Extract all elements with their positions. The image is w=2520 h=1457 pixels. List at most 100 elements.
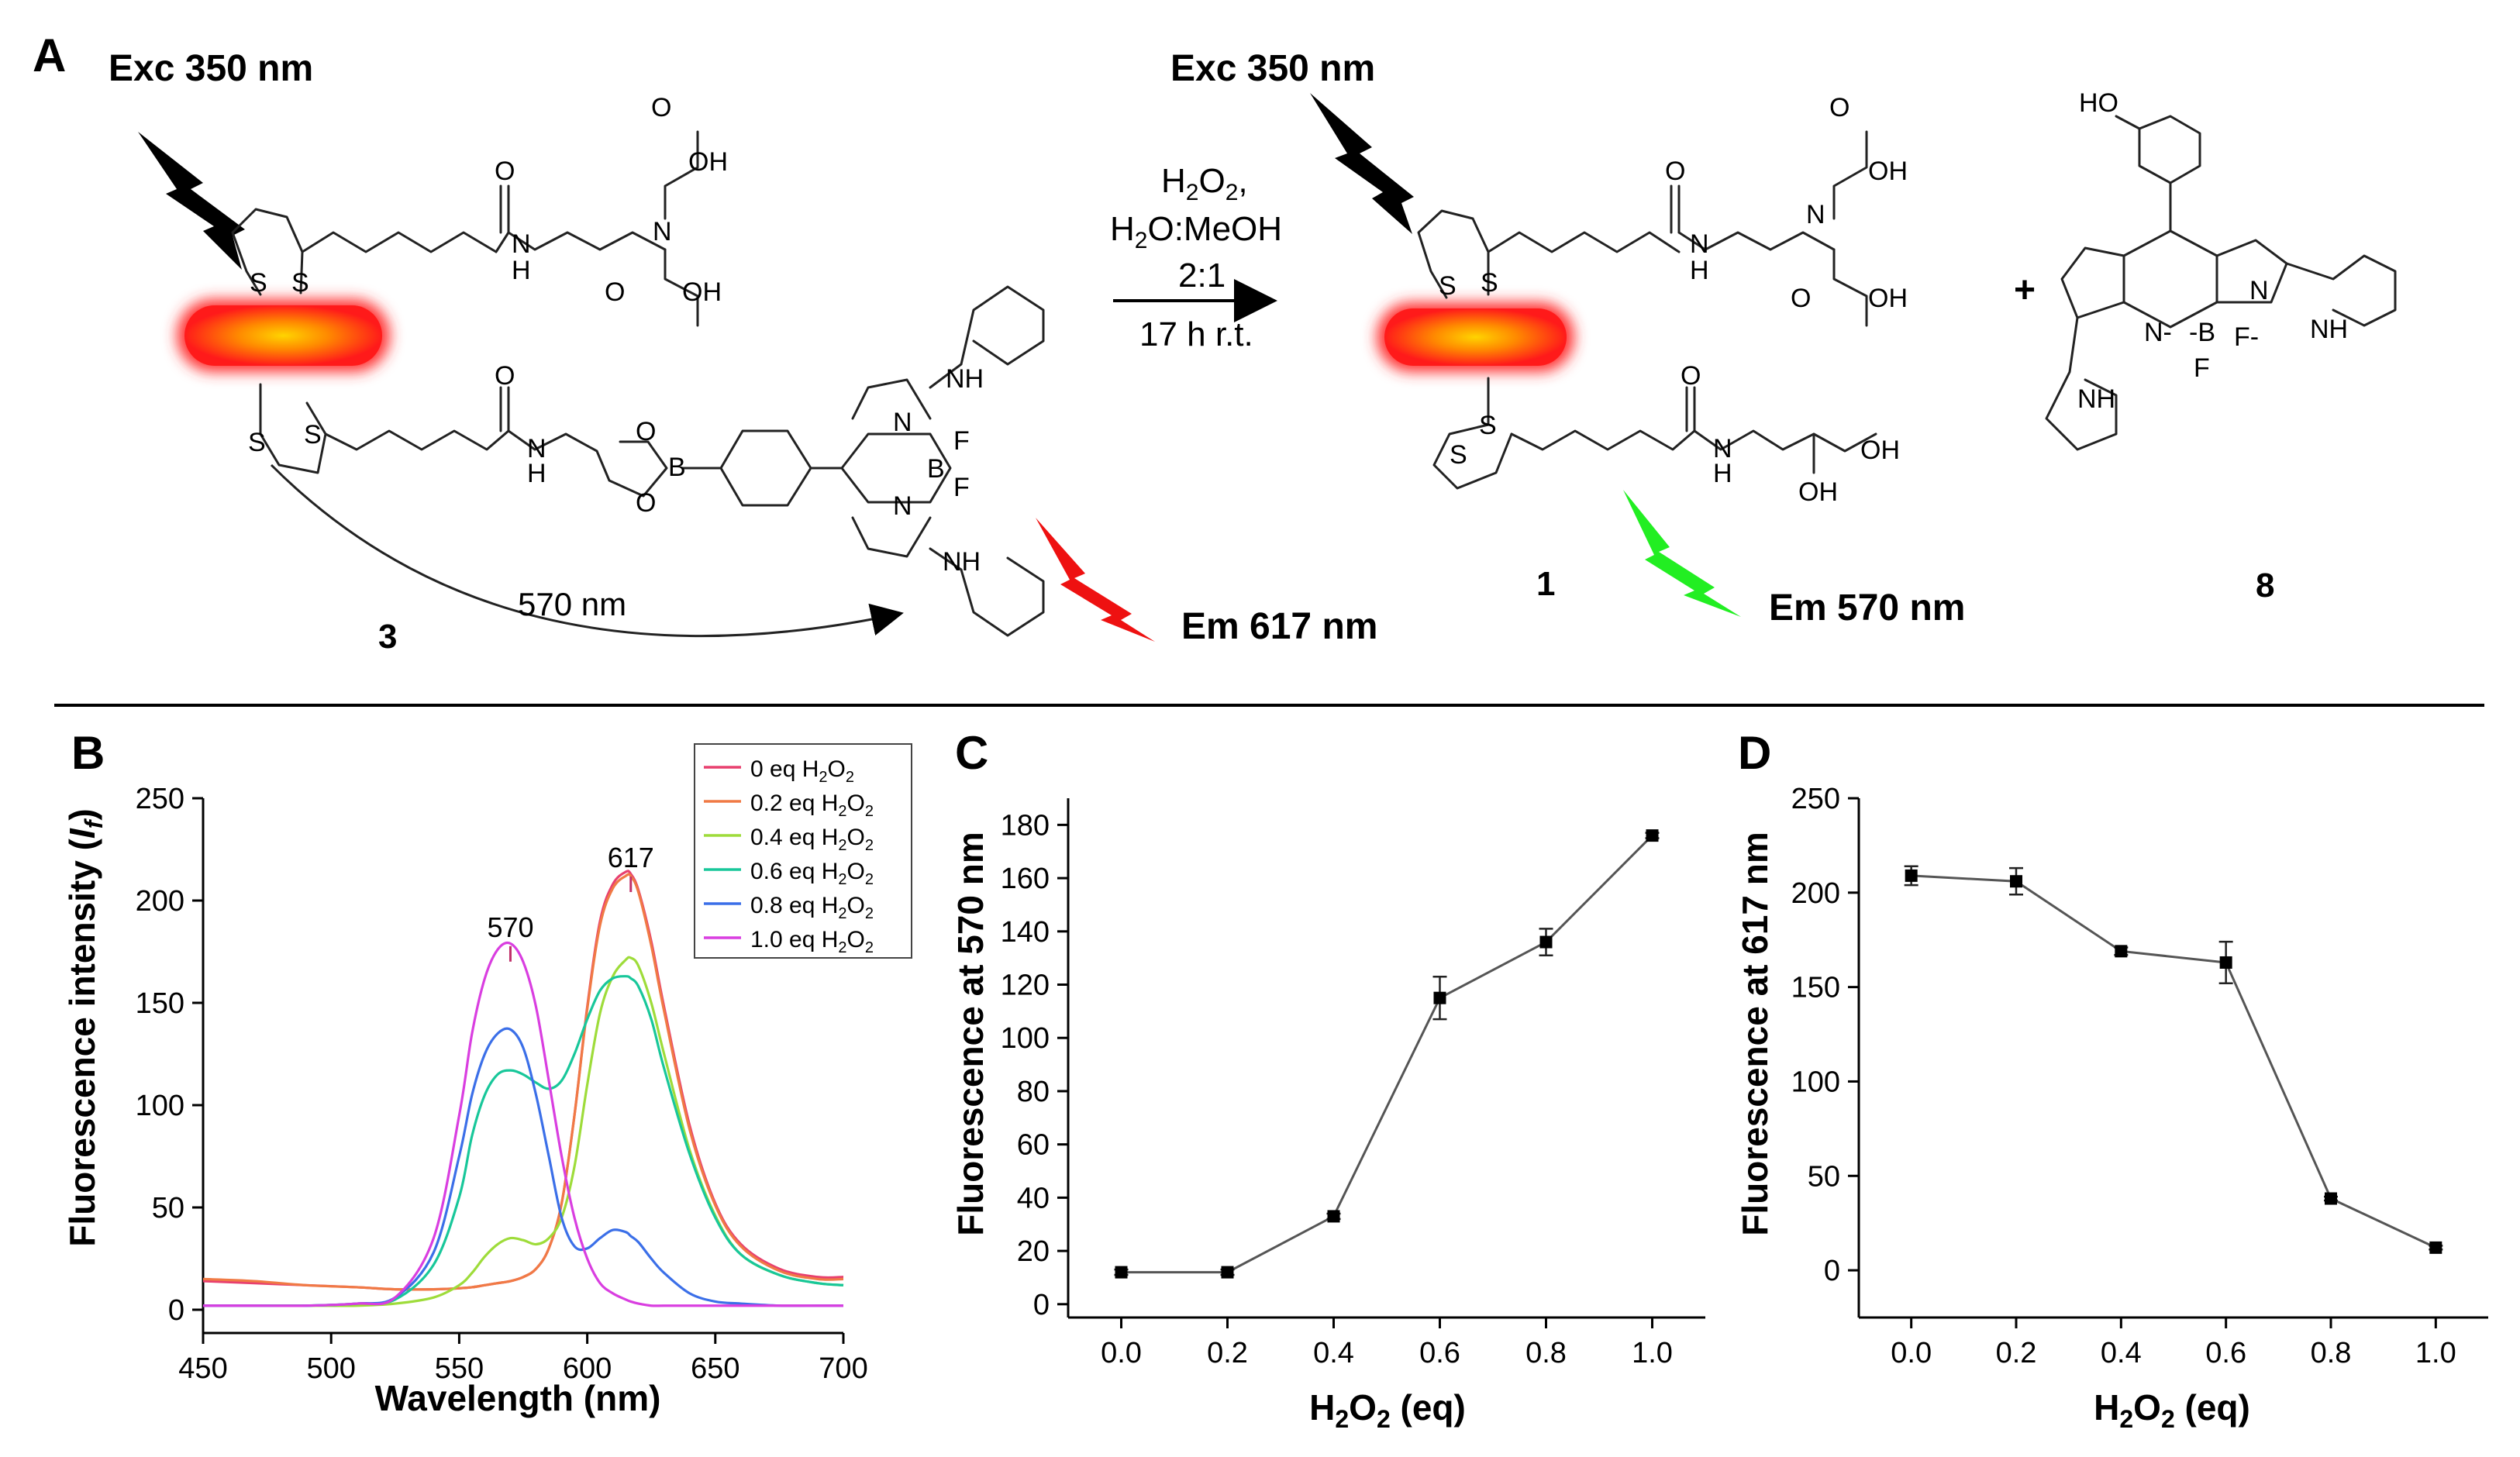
panel-c-y-tick-label: 140 xyxy=(1001,916,1050,949)
atom-s: S xyxy=(1479,411,1497,440)
panel-d-data-point xyxy=(2010,875,2022,888)
xlabel-sub2: 2 xyxy=(2161,1405,2175,1433)
panel-c-y-tick-label: 20 xyxy=(1017,1235,1050,1268)
condition-reagent: H2O2, xyxy=(1161,162,1248,205)
ylabel-suffix: ) xyxy=(62,808,102,820)
nanoparticle-left-icon xyxy=(177,299,390,372)
atom-h: H xyxy=(527,459,546,488)
legend-entry: 0 eq H2O2 xyxy=(750,756,854,786)
atom-o: O xyxy=(651,93,671,122)
xlabel-end: (eq) xyxy=(2175,1387,2250,1428)
atom-o: O xyxy=(1681,361,1701,391)
legend-entry: 0.8 eq H2O2 xyxy=(750,893,874,922)
panel-b-y-tick-label: 250 xyxy=(136,783,184,815)
panel-d-x-tick-label: 0.2 xyxy=(1996,1337,2037,1369)
panel-b-ylabel: Fluorescence intensity (If) xyxy=(62,808,108,1246)
reagent-sub1: 2 xyxy=(1186,180,1199,205)
panel-b-x-tick-label: 550 xyxy=(435,1352,484,1385)
panel-c-x-tick-label: 0.8 xyxy=(1525,1337,1567,1369)
panel-c-data-point xyxy=(1433,991,1446,1004)
atom-b: B xyxy=(668,453,686,482)
atom-s: S xyxy=(250,268,267,298)
lipoic-nta-ligand-left: O N H N O OH O OH S S xyxy=(231,93,728,327)
spectrum-line-04 xyxy=(203,956,844,1307)
panel-d-y-tick-label: 200 xyxy=(1791,877,1840,910)
lipoic-bodipy-ligand-left: O N H O O B N N B F F NH NH S S xyxy=(248,285,1045,637)
panel-a: A Exc 350 nm O N H N O OH O OH S S xyxy=(33,29,2397,656)
xlabel-main: H xyxy=(1309,1387,1335,1428)
condition-solvent: H2O:MeOH xyxy=(1110,210,1282,253)
atom-o: O xyxy=(1665,157,1685,186)
atom-s: S xyxy=(304,420,322,450)
solvent-sub: 2 xyxy=(1135,228,1148,253)
atom-s: S xyxy=(1439,271,1456,301)
panel-c-x-tick-label: 1.0 xyxy=(1632,1337,1673,1369)
atom-f: F xyxy=(2194,353,2210,383)
panel-c-data-point xyxy=(1115,1266,1128,1279)
exc-label-left: Exc 350 nm xyxy=(109,48,313,89)
atom-nh: NH xyxy=(2077,384,2115,414)
panel-d-data-point xyxy=(2115,945,2128,958)
panel-d-y-tick-label: 50 xyxy=(1808,1160,1840,1193)
xlabel-mid: O xyxy=(1349,1387,1377,1428)
legend-entry: 0.4 eq H2O2 xyxy=(750,825,874,854)
panel-d-y-tick-label: 150 xyxy=(1791,972,1840,1004)
panel-d-x-tick-label: 0.6 xyxy=(2205,1337,2246,1369)
atom-f-minus: F- xyxy=(2234,322,2259,352)
panel-b-x-tick-label: 650 xyxy=(691,1352,739,1385)
atom-s: S xyxy=(248,428,266,457)
panel-d-xlabel: H2O2 (eq) xyxy=(2094,1387,2250,1433)
panel-b-x-tick-label: 500 xyxy=(306,1352,355,1385)
panel-b-y-tick-label: 200 xyxy=(136,885,184,918)
atom-n-minus: N- xyxy=(2144,318,2172,347)
panel-c-y-tick-label: 80 xyxy=(1017,1076,1050,1108)
atom-o: O xyxy=(636,417,656,446)
atom-nh: NH xyxy=(2310,315,2348,344)
panel-c-data-point xyxy=(1646,829,1659,842)
panel-b-chart: B 450 500 550 600 650 700 0 50 100 150 200 250 570 61… xyxy=(62,727,912,1418)
atom-s: S xyxy=(1481,268,1498,298)
panel-d-data-point xyxy=(2219,956,2232,969)
panel-d-data-point xyxy=(2429,1241,2442,1254)
xlabel-sub2: 2 xyxy=(1377,1405,1391,1433)
atom-o: O xyxy=(495,157,515,186)
panel-d-data-point xyxy=(2325,1192,2337,1205)
atom-n: N xyxy=(653,217,672,246)
ylabel-sub: f xyxy=(80,818,108,828)
panel-d-y-tick-label: 100 xyxy=(1791,1066,1840,1098)
panel-c-x-tick-label: 0.6 xyxy=(1419,1337,1460,1369)
panel-c-y-tick-label: 120 xyxy=(1001,970,1050,1002)
atom-n: N xyxy=(1690,229,1709,259)
atom-n: N xyxy=(1713,434,1732,463)
panel-d-x-tick-label: 0.4 xyxy=(2101,1337,2142,1369)
spectrum-line-08 xyxy=(203,1027,843,1307)
xlabel-main: H xyxy=(2094,1387,2119,1428)
xlabel-sub1: 2 xyxy=(1335,1405,1349,1433)
exc-label-right: Exc 350 nm xyxy=(1170,48,1375,89)
panel-c-series-line xyxy=(1121,835,1653,1274)
panel-c-x-tick-label: 0.2 xyxy=(1207,1337,1248,1369)
panel-b-y-tick-label: 0 xyxy=(168,1294,184,1327)
panel-c-y-tick-label: 180 xyxy=(1001,809,1050,842)
legend-entry: 1.0 eq H2O2 xyxy=(750,927,874,956)
atom-oh: OH xyxy=(1798,477,1838,507)
atom-o: O xyxy=(495,361,515,391)
panel-b-x-tick-label: 600 xyxy=(563,1352,612,1385)
panel-b-y-tick-label: 150 xyxy=(136,987,184,1020)
atom-f: F xyxy=(953,473,970,502)
panel-d-label: D xyxy=(1738,727,1771,779)
panel-c-xlabel: H2O2 (eq) xyxy=(1309,1387,1466,1433)
panel-d-x-tick-label: 0.8 xyxy=(2311,1337,2352,1369)
lipoic-nta-ligand-right: O N H N O OH O OH S S xyxy=(1417,93,1908,327)
panel-c-y-tick-label: 60 xyxy=(1017,1129,1050,1162)
panel-c-x-tick-label: 0.0 xyxy=(1101,1337,1142,1369)
panel-d-y-tick-label: 250 xyxy=(1791,783,1840,815)
panel-b-xlabel: Wavelength (nm) xyxy=(375,1378,661,1418)
plus-sign: + xyxy=(2014,270,2036,311)
panel-b-x-tick-label: 450 xyxy=(178,1352,227,1385)
panel-c-label: C xyxy=(955,727,988,779)
atom-n: N xyxy=(2249,276,2269,305)
panel-d-y-tick-label: 0 xyxy=(1824,1255,1840,1287)
